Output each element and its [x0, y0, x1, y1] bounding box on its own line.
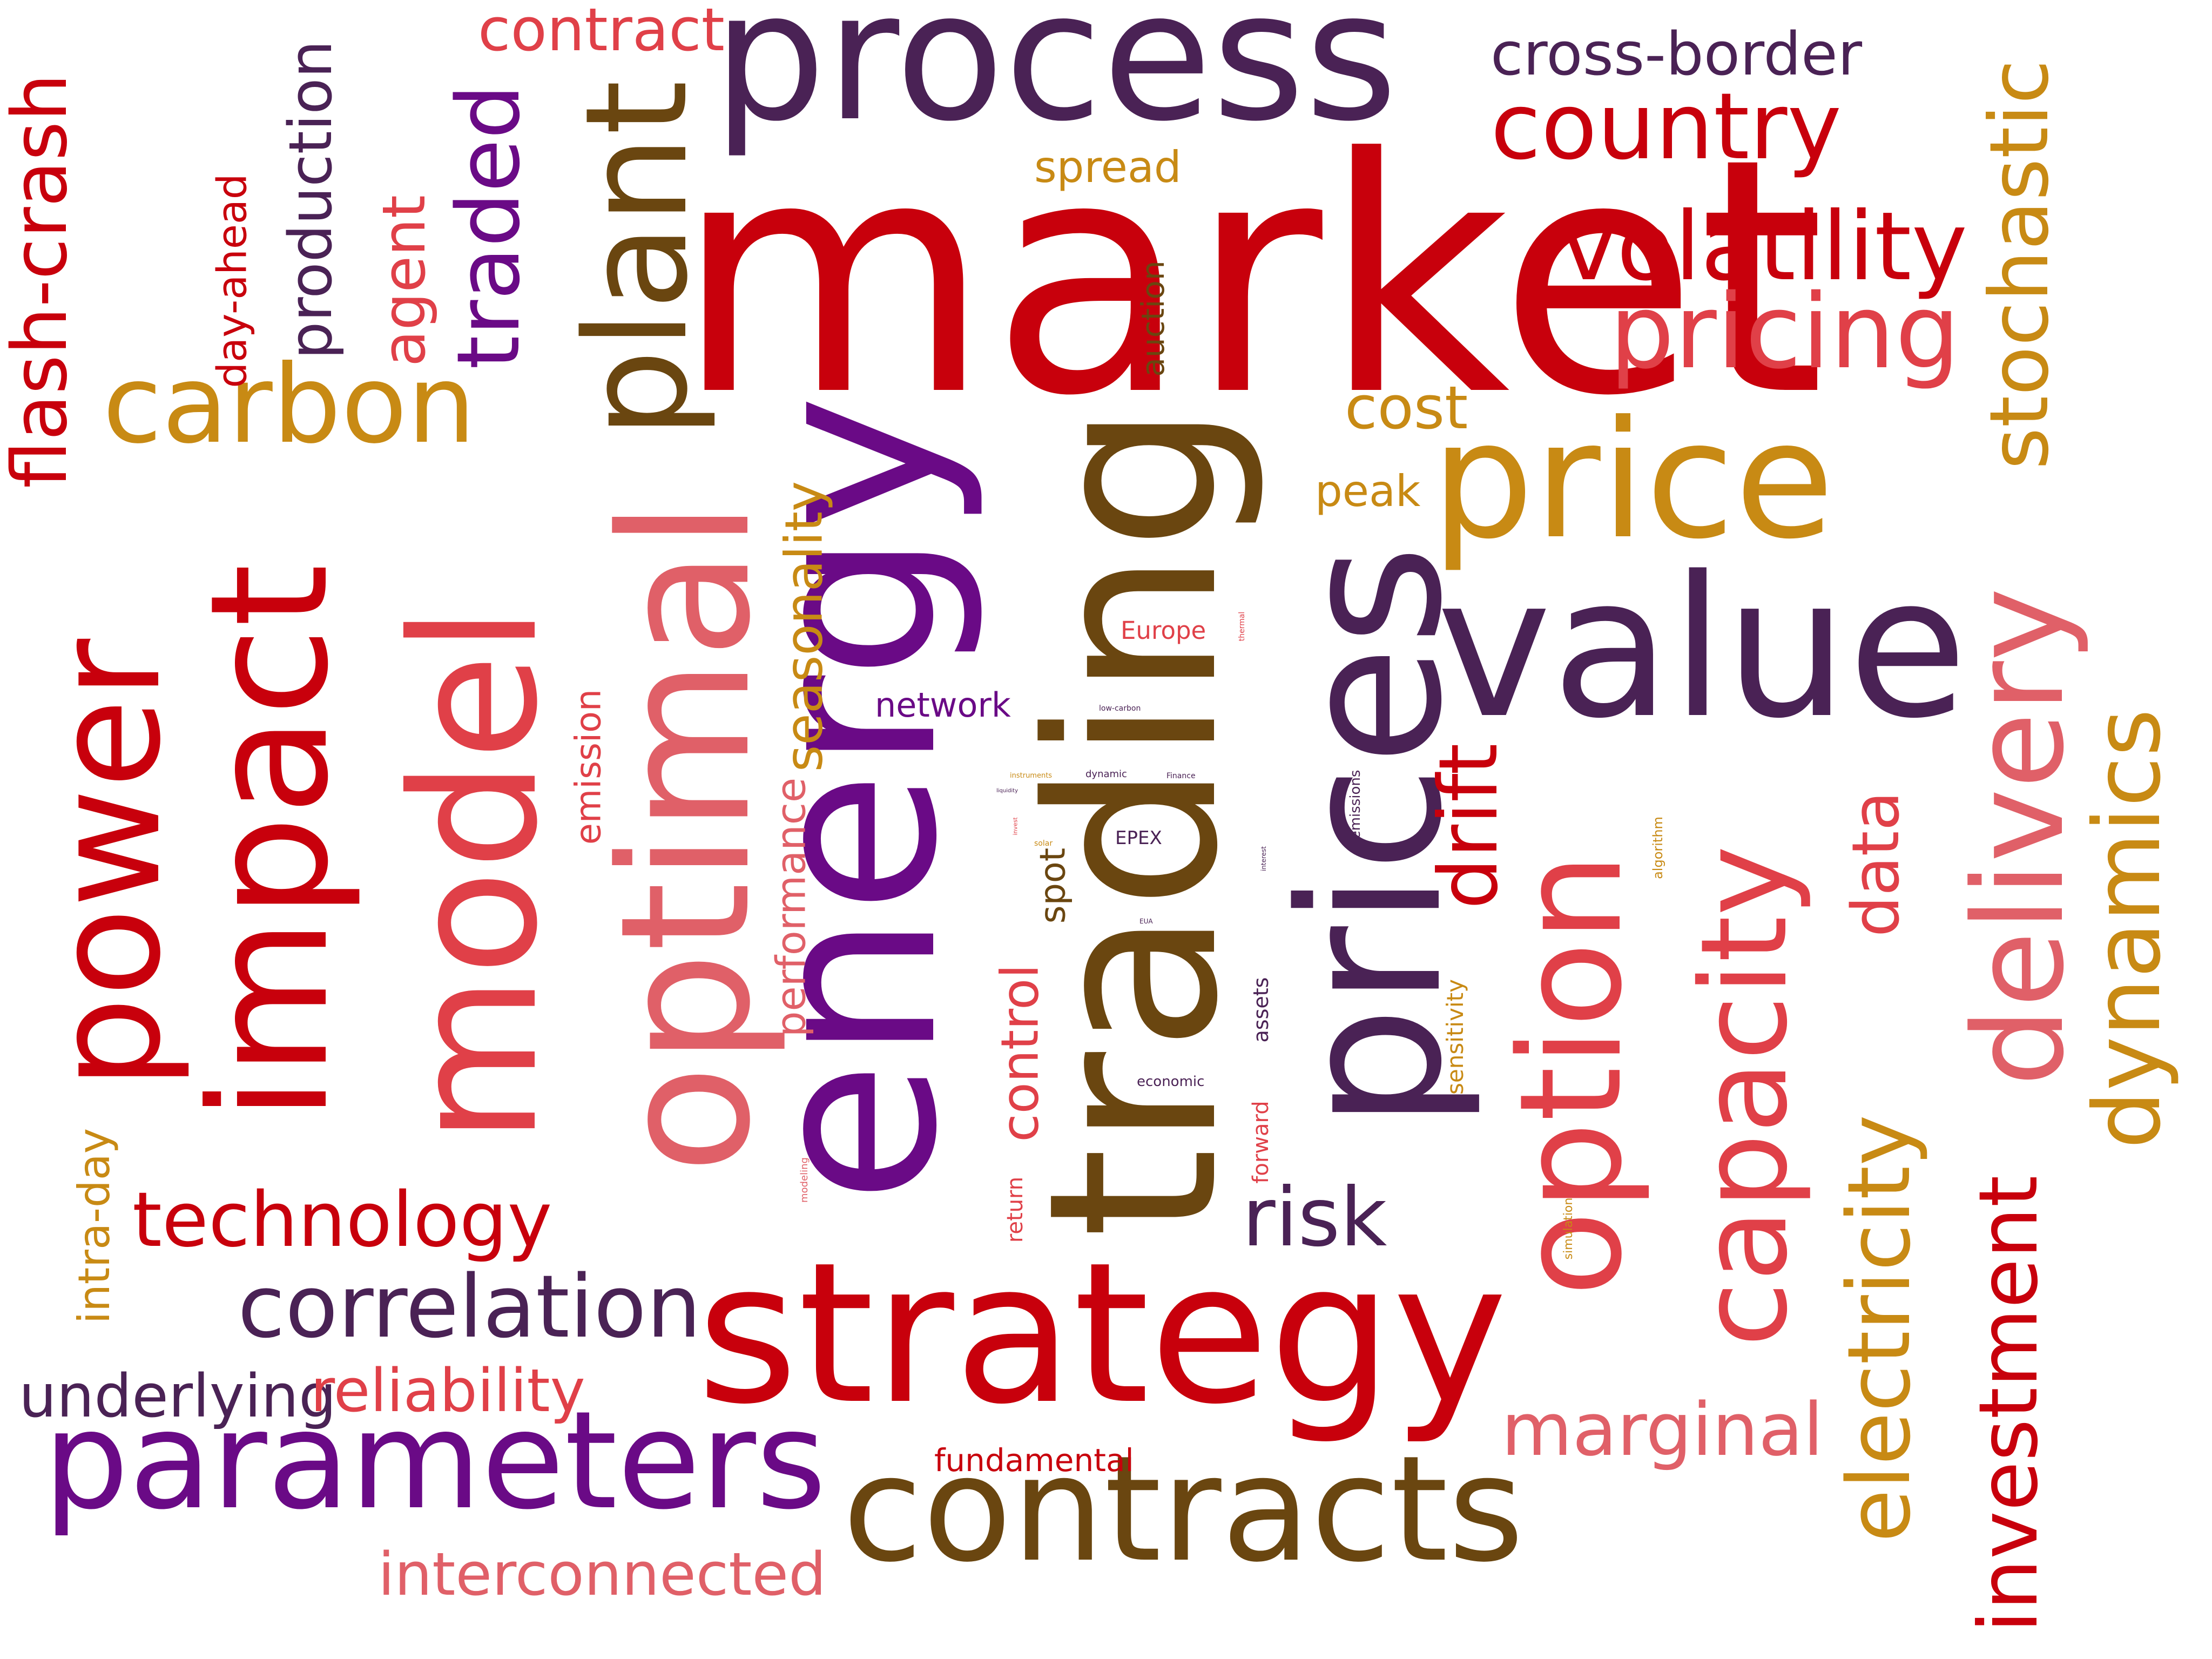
word-volatility: volatility: [1561, 192, 1968, 302]
word-interest: interest: [1260, 846, 1267, 872]
word-investment: investment: [1962, 1175, 2056, 1633]
word-solar: solar: [1034, 839, 1053, 848]
word-value: value: [1437, 535, 1968, 761]
word-power: power: [23, 638, 193, 1090]
word-europe: Europe: [1121, 616, 1206, 645]
word-low-carbon: low-carbon: [1099, 704, 1141, 713]
word-emission: emission: [568, 689, 609, 845]
word-emissions: emissions: [1347, 770, 1364, 840]
word-optimal: optimal: [582, 500, 790, 1174]
word-dynamics: dynamics: [2074, 709, 2181, 1149]
word-correlation: correlation: [238, 1256, 702, 1357]
word-price: price: [1431, 386, 1835, 575]
word-algorithm: algorithm: [1650, 817, 1665, 879]
word-assets: assets: [1249, 977, 1273, 1043]
word-agent: agent: [369, 195, 439, 367]
word-economic: economic: [1137, 1074, 1205, 1090]
word-liquidity: liquidity: [996, 788, 1018, 794]
word-peak: peak: [1315, 466, 1421, 516]
word-production: production: [276, 40, 345, 360]
word-dynamic: dynamic: [1085, 768, 1127, 780]
word-intra-day: intra-day: [69, 1128, 119, 1324]
word-reliability: reliability: [311, 1356, 585, 1425]
word-electricity: electricity: [1829, 1114, 1930, 1543]
word-stochastic: stochastic: [1973, 59, 2067, 470]
word-trading: trading: [999, 403, 1269, 1239]
word-spot: spot: [1033, 847, 1074, 924]
word-spread: spread: [1034, 142, 1182, 192]
word-carbon: carbon: [103, 342, 476, 468]
word-sensitivity: sensitivity: [1442, 979, 1468, 1095]
word-epex: EPEX: [1115, 827, 1162, 849]
word-modeling: modeling: [799, 1157, 810, 1203]
word-simulation: simulation: [1562, 1197, 1575, 1260]
word-interconnected: interconnected: [378, 1540, 826, 1609]
word-seasonality: seasonality: [774, 481, 834, 772]
word-flash-crash: flash-crash: [0, 73, 84, 489]
word-plant: plant: [556, 80, 719, 439]
word-finance: Finance: [1166, 772, 1196, 780]
word-model: model: [375, 605, 576, 1144]
word-network: network: [875, 685, 1011, 725]
word-underlying: underlying: [19, 1361, 336, 1431]
word-marginal: marginal: [1501, 1387, 1824, 1472]
word-data: data: [1839, 791, 1914, 938]
word-thermal: thermal: [1238, 611, 1246, 642]
word-strategy: strategy: [697, 1220, 1508, 1447]
word-drift: drift: [1422, 743, 1516, 909]
word-pricing: pricing: [1609, 272, 1960, 392]
word-forward: forward: [1249, 1101, 1273, 1184]
word-day-ahead: day-ahead: [208, 173, 256, 388]
word-eua: EUA: [1139, 918, 1153, 925]
word-cost: cost: [1345, 373, 1468, 442]
word-fundamental: fundamental: [934, 1442, 1134, 1479]
word-market: market: [675, 89, 1825, 467]
word-parameters: parameters: [43, 1382, 827, 1539]
word-impact: impact: [176, 563, 364, 1122]
word-capacity: capacity: [1675, 845, 1813, 1347]
word-invest: invest: [1011, 817, 1019, 835]
word-cross-border: cross-border: [1491, 19, 1863, 89]
word-performance: performance: [767, 777, 815, 1037]
word-traded: traded: [438, 84, 539, 370]
word-return: return: [1003, 1176, 1028, 1243]
word-control: control: [990, 964, 1050, 1142]
word-delivery: delivery: [1947, 588, 2092, 1087]
word-contracts: contracts: [842, 1424, 1525, 1594]
word-contract: contract: [478, 0, 725, 64]
word-risk: risk: [1242, 1171, 1387, 1265]
word-auction: auction: [1135, 260, 1171, 377]
word-country: country: [1491, 73, 1842, 180]
word-instruments: instruments: [1010, 772, 1053, 780]
word-process: process: [713, 0, 1398, 160]
word-technology: technology: [132, 1176, 552, 1264]
